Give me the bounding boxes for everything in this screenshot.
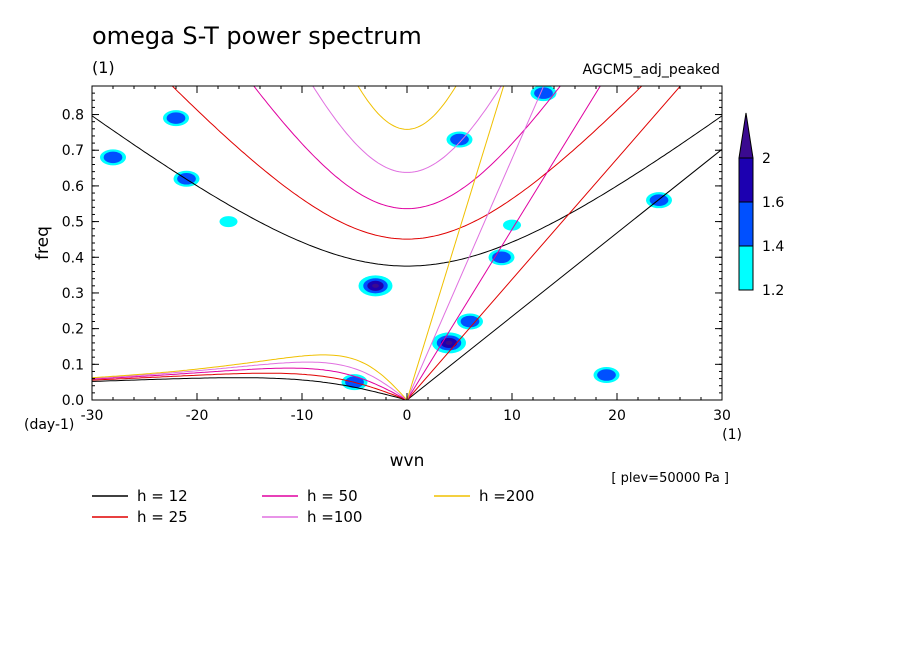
colorbar-label: 2 — [762, 151, 771, 167]
x-tick-label: 30 — [713, 408, 731, 424]
y-tick-label: 0.2 — [62, 322, 84, 338]
colorbar-label: 1.6 — [762, 195, 784, 211]
kelvin-curve-h200 — [406, 86, 505, 400]
kelvin-curve-h12 — [406, 148, 722, 400]
chart-title: omega S-T power spectrum — [92, 22, 422, 50]
power-region-mid — [597, 369, 616, 381]
x-tick-label: 0 — [403, 408, 412, 424]
gravity-curve-h50 — [253, 86, 561, 210]
y-axis-label: freq — [33, 226, 53, 260]
x-axis-label: wvn — [390, 451, 425, 471]
x-tick-label: -20 — [186, 408, 209, 424]
x-tick-label: 20 — [608, 408, 626, 424]
colorbar-label: 1.2 — [762, 283, 784, 299]
power-region-mid — [166, 112, 186, 124]
y-tick-label: 0.3 — [62, 286, 84, 302]
rossby-curve-h12 — [92, 377, 408, 400]
gravity-curve-h12 — [92, 115, 722, 267]
gravity-curve-h25 — [171, 86, 643, 240]
pressure-level-note: [ plev=50000 Pa ] — [611, 471, 729, 486]
gravity-curve-h100 — [312, 86, 502, 173]
power-region-peak — [372, 283, 379, 288]
power-region-mid — [460, 315, 480, 328]
y-tick-label: 0.7 — [62, 143, 84, 159]
power-region-mid — [534, 87, 553, 99]
y-tick-label: 0.1 — [62, 357, 84, 373]
kelvin-curve-h50 — [406, 86, 601, 400]
y-tick-label: 0.4 — [62, 250, 84, 266]
kelvin-curve-h25 — [406, 86, 682, 400]
x-axis-unit: (1) — [722, 427, 742, 443]
legend-label: h = 25 — [137, 508, 188, 526]
gravity-curve-h200 — [357, 86, 457, 130]
kelvin-curve-h100 — [406, 86, 545, 400]
rossby-curve-h25 — [92, 372, 408, 400]
power-region-peak — [445, 340, 453, 346]
y-tick-label: 0.5 — [62, 215, 84, 231]
rossby-curve-h100 — [92, 361, 408, 400]
rossby-curve-h200 — [92, 354, 408, 400]
x-tick-label: 10 — [503, 408, 521, 424]
power-region-mid — [103, 151, 123, 164]
y-tick-label: 0.0 — [62, 393, 84, 409]
dispersion-curves — [92, 86, 722, 400]
colorbar-swatch — [738, 201, 754, 247]
y-axis-unit: (day-1) — [24, 417, 74, 433]
colorbar-swatch — [738, 245, 754, 291]
colorbar-label: 1.4 — [762, 239, 784, 255]
y-tick-label: 0.8 — [62, 108, 84, 124]
legend-label: h = 12 — [137, 487, 188, 505]
chart-subtitle: (1) — [92, 58, 115, 77]
x-tick-label: -10 — [291, 408, 314, 424]
legend-label: h =100 — [307, 508, 362, 526]
y-tick-label: 0.6 — [62, 179, 84, 195]
run-label: AGCM5_adj_peaked — [582, 62, 720, 78]
power-region-low — [219, 216, 238, 228]
x-tick-label: -30 — [81, 408, 104, 424]
rossby-curve-h50 — [92, 367, 408, 400]
colorbar-extension — [738, 112, 754, 159]
plot-frame — [91, 85, 723, 401]
legend-label: h = 50 — [307, 487, 358, 505]
colorbar-swatch — [738, 157, 754, 203]
legend-label: h =200 — [479, 487, 534, 505]
